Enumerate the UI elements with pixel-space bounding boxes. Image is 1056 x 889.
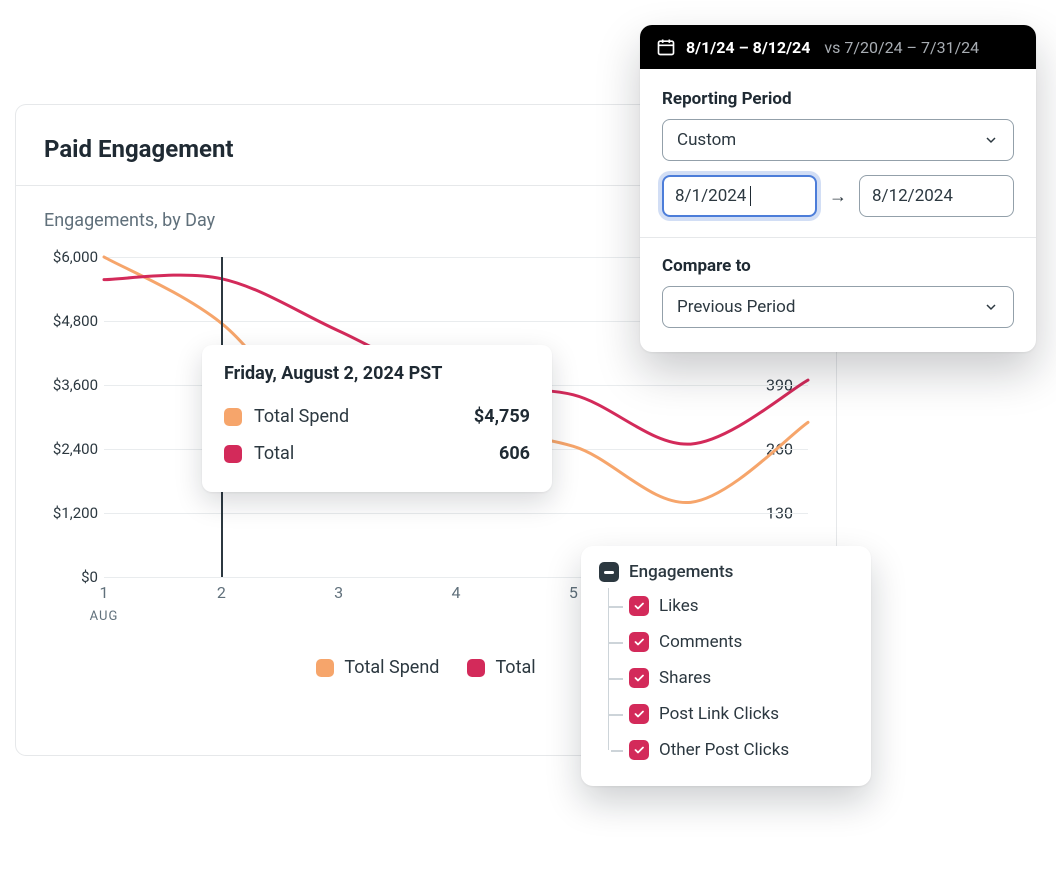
reporting-period-label: Reporting Period (662, 89, 1014, 109)
y-axis-left: $0$1,200$2,400$3,600$4,800$6,000 (44, 257, 104, 577)
text-cursor (750, 186, 751, 206)
legend-item-total[interactable]: Total (467, 657, 535, 678)
tooltip-swatch-spend (224, 408, 242, 426)
checkbox-checked-icon[interactable] (629, 668, 649, 688)
y-left-tick: $0 (81, 568, 98, 586)
x-tick: 2 (217, 583, 226, 602)
tooltip-swatch-total (224, 445, 242, 463)
tooltip-row-total: Total 606 (224, 435, 530, 472)
legend-swatch-total (467, 659, 485, 677)
checklist-item-label: Post Link Clicks (659, 704, 779, 724)
engagements-checklist: Engagements Likes Comments Shares Post Link… (581, 546, 871, 786)
date-range-primary: 8/1/24 – 8/12/24 (686, 38, 810, 57)
legend-swatch-spend (316, 659, 334, 677)
compare-to-select[interactable]: Previous Period (662, 286, 1014, 328)
date-to-input[interactable]: 8/12/2024 (859, 175, 1014, 217)
x-tick: 5 (569, 583, 578, 602)
calendar-icon (656, 37, 676, 57)
arrow-right-icon: → (829, 186, 847, 207)
checkbox-checked-icon[interactable] (629, 632, 649, 652)
x-month-label: AUG (90, 609, 119, 624)
y-left-tick: $6,000 (53, 248, 98, 266)
chevron-down-icon (983, 299, 999, 315)
checklist-item[interactable]: Comments (609, 624, 853, 660)
panel-divider (640, 237, 1036, 238)
tooltip-label-total: Total (254, 443, 487, 464)
checklist-parent-label: Engagements (629, 562, 733, 582)
reporting-period-select[interactable]: Custom (662, 119, 1014, 161)
checklist-item[interactable]: Shares (609, 660, 853, 696)
checklist-item[interactable]: Other Post Clicks (609, 732, 853, 768)
date-from-value: 8/1/2024 (675, 186, 746, 206)
checkbox-checked-icon[interactable] (629, 740, 649, 760)
compare-to-label: Compare to (662, 256, 1014, 276)
checkbox-checked-icon[interactable] (629, 704, 649, 724)
tooltip-value-total: 606 (499, 443, 530, 464)
date-range-bar[interactable]: 8/1/24 – 8/12/24 vs 7/20/24 – 7/31/24 (640, 25, 1036, 69)
checklist-item-label: Shares (659, 668, 711, 688)
checklist-item-label: Likes (659, 596, 699, 616)
compare-to-value: Previous Period (677, 297, 795, 317)
checklist-item-label: Comments (659, 632, 742, 652)
checklist-item[interactable]: Likes (609, 588, 853, 624)
y-left-tick: $1,200 (53, 504, 98, 522)
x-tick: 1 (100, 583, 109, 602)
y-left-tick: $4,800 (53, 312, 98, 330)
y-left-tick: $2,400 (53, 440, 98, 458)
checklist-tree: Likes Comments Shares Post Link Clicks Other… (608, 588, 853, 768)
date-panel: 8/1/24 – 8/12/24 vs 7/20/24 – 7/31/24 Re… (640, 25, 1036, 352)
tooltip-row-spend: Total Spend $4,759 (224, 398, 530, 435)
chart-tooltip: Friday, August 2, 2024 PST Total Spend $… (202, 345, 552, 492)
date-range-vs: vs 7/20/24 – 7/31/24 (824, 38, 979, 57)
reporting-period-value: Custom (677, 130, 736, 150)
legend-label-total: Total (495, 657, 535, 678)
legend-label-spend: Total Spend (344, 657, 439, 678)
legend-item-spend[interactable]: Total Spend (316, 657, 439, 678)
tooltip-date: Friday, August 2, 2024 PST (224, 363, 530, 384)
y-left-tick: $3,600 (53, 376, 98, 394)
checkbox-mixed-icon[interactable] (599, 562, 619, 582)
tooltip-value-spend: $4,759 (474, 406, 530, 427)
x-tick: 4 (452, 583, 461, 602)
checklist-item-label: Other Post Clicks (659, 740, 789, 760)
tooltip-label-spend: Total Spend (254, 406, 462, 427)
date-from-input[interactable]: 8/1/2024 (662, 175, 817, 217)
x-tick: 3 (334, 583, 343, 602)
checklist-parent[interactable]: Engagements (599, 562, 853, 582)
chevron-down-icon (983, 132, 999, 148)
date-to-value: 8/12/2024 (872, 186, 953, 206)
checkbox-checked-icon[interactable] (629, 596, 649, 616)
checklist-item[interactable]: Post Link Clicks (609, 696, 853, 732)
